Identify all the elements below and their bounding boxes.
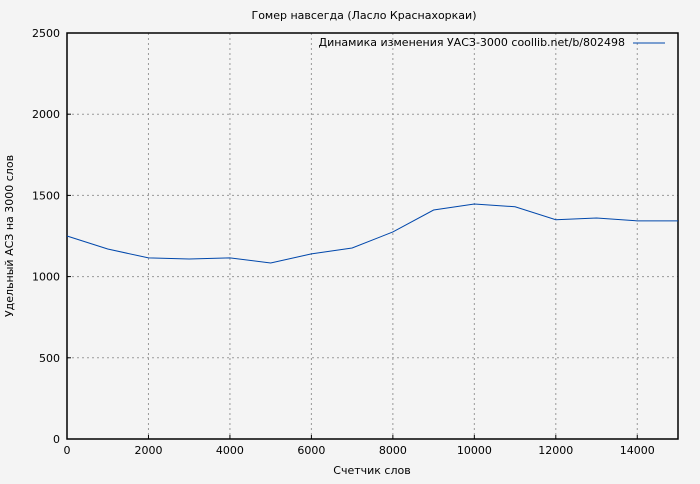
plot-frame bbox=[66, 32, 679, 440]
y-tick-label: 500 bbox=[39, 352, 60, 365]
x-tick-label: 12000 bbox=[538, 444, 573, 457]
legend: Динамика изменения УАСЗ-3000 coollib.net… bbox=[319, 36, 665, 49]
y-axis-label: Удельный АСЗ на 3000 слов bbox=[3, 155, 16, 317]
y-tick-label: 0 bbox=[53, 433, 60, 446]
chart-title: Гомер навсегда (Ласло Краснахоркаи) bbox=[251, 9, 476, 22]
y-tick-label: 1500 bbox=[32, 189, 60, 202]
x-tick-label: 10000 bbox=[457, 444, 492, 457]
y-tick-label: 1000 bbox=[32, 271, 60, 284]
y-tick-label: 2000 bbox=[32, 108, 60, 121]
series-layer bbox=[66, 203, 678, 264]
x-tick-label: 2000 bbox=[134, 444, 162, 457]
grid bbox=[67, 33, 678, 439]
x-axis-label: Счетчик слов bbox=[333, 464, 410, 477]
legend-label: Динамика изменения УАСЗ-3000 coollib.net… bbox=[319, 36, 626, 49]
x-tick-label: 6000 bbox=[297, 444, 325, 457]
x-tick-label: 0 bbox=[64, 444, 71, 457]
y-tick-label: 2500 bbox=[32, 27, 60, 40]
x-tick-label: 4000 bbox=[216, 444, 244, 457]
x-tick-label: 14000 bbox=[620, 444, 655, 457]
axes: 0 2000 4000 6000 8000 10000 12000 14000 0 500 1000… bbox=[32, 27, 679, 457]
series-line bbox=[66, 203, 678, 264]
x-tick-label: 8000 bbox=[379, 444, 407, 457]
